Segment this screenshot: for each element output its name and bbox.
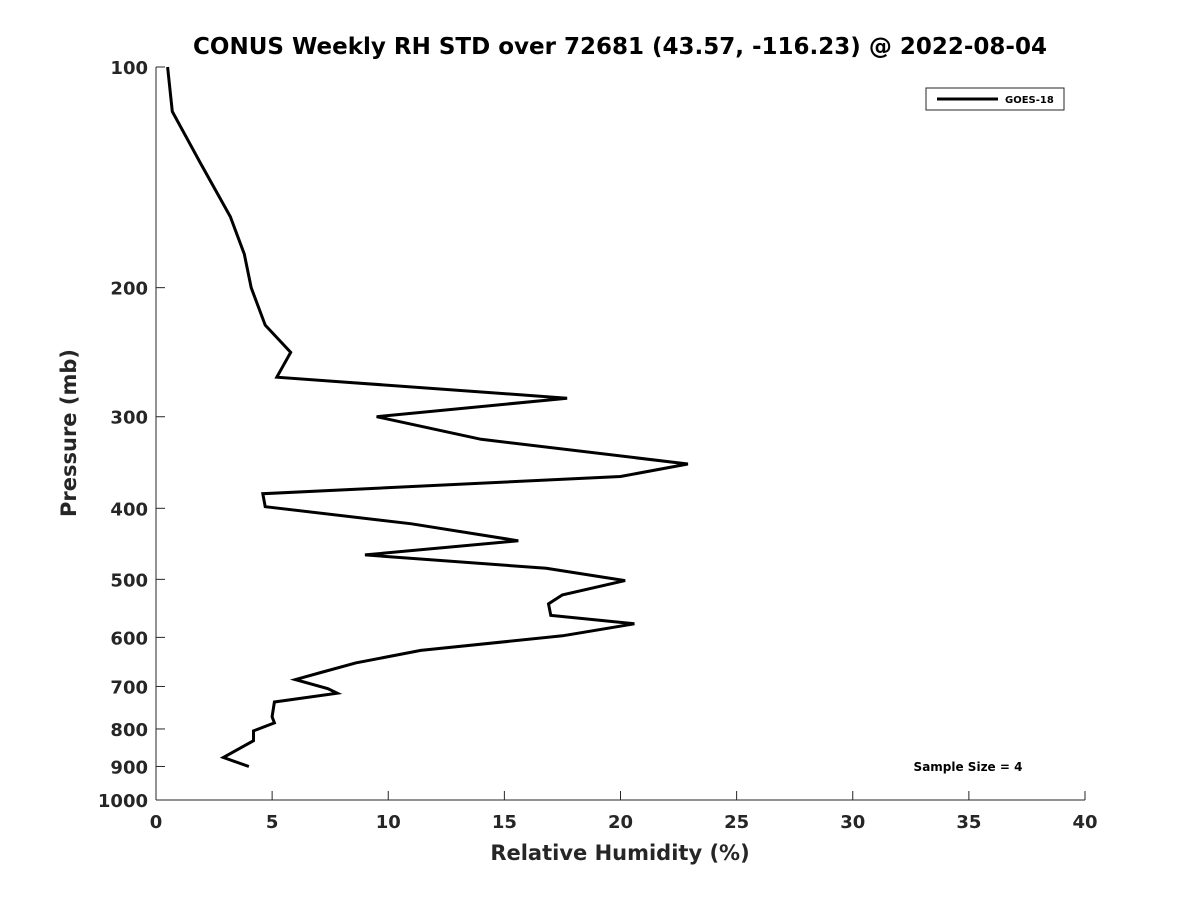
x-tick-label: 25 xyxy=(724,812,749,833)
y-tick-label: 300 xyxy=(110,408,148,429)
legend-label-goes-18: GOES-18 xyxy=(1005,95,1054,106)
chart-title: CONUS Weekly RH STD over 72681 (43.57, -… xyxy=(193,34,1047,60)
x-tick-label: 10 xyxy=(376,812,401,833)
y-tick-label: 600 xyxy=(110,628,148,649)
plot-area xyxy=(156,67,1085,800)
x-axis-label: Relative Humidity (%) xyxy=(490,841,749,865)
series-line-goes-18 xyxy=(166,66,689,768)
x-tick-label: 30 xyxy=(840,812,865,833)
y-axis-ticks: 100 200 300 400 500 600 700 800 900 1000 xyxy=(98,58,165,812)
x-tick-label: 15 xyxy=(492,812,517,833)
y-tick-label: 700 xyxy=(110,677,148,698)
y-tick-label: 1000 xyxy=(98,791,148,812)
x-tick-label: 5 xyxy=(266,812,279,833)
y-tick-label: 100 xyxy=(110,58,148,79)
y-tick-label: 200 xyxy=(110,279,148,300)
y-tick-label: 900 xyxy=(110,757,148,778)
legend: GOES-18 xyxy=(925,87,1065,111)
sample-size-annotation: Sample Size = 4 xyxy=(914,760,1023,774)
x-tick-label: 35 xyxy=(956,812,981,833)
y-tick-label: 500 xyxy=(110,570,148,591)
series-layer xyxy=(166,66,689,768)
x-axis-ticks: 0 5 10 15 20 25 30 35 40 xyxy=(150,791,1098,833)
y-tick-label: 400 xyxy=(110,499,148,520)
x-tick-label: 20 xyxy=(608,812,633,833)
y-axis-label: Pressure (mb) xyxy=(57,349,81,517)
x-tick-label: 40 xyxy=(1072,812,1097,833)
x-tick-label: 0 xyxy=(150,812,163,833)
y-tick-label: 800 xyxy=(110,720,148,741)
